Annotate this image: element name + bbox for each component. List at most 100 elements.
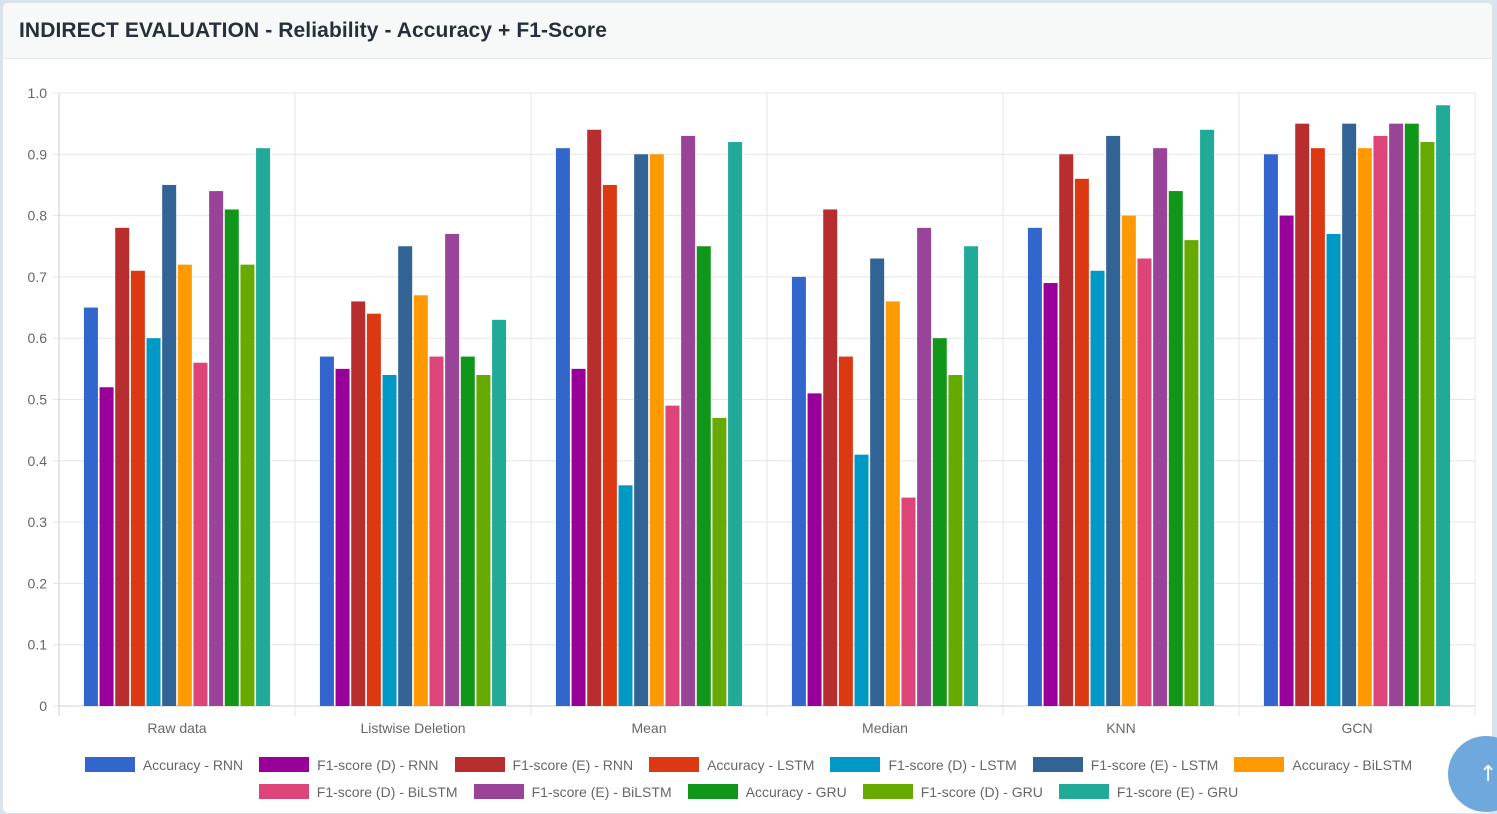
legend-label: Accuracy - RNN (142, 756, 244, 773)
bar (728, 142, 743, 707)
bar (460, 356, 475, 706)
legend-swatch (259, 757, 310, 772)
legend-swatch (1032, 757, 1083, 772)
legend-label: F1-score (D) - GRU (920, 783, 1043, 800)
bar (1420, 142, 1435, 707)
bar (1090, 270, 1105, 706)
legend-item[interactable]: Accuracy - GRU (687, 783, 847, 800)
legend-label: F1-score (E) - RNN (512, 756, 634, 773)
y-tick-label: 0.5 (28, 392, 48, 408)
bar (823, 209, 838, 706)
legend-item[interactable]: Accuracy - LSTM (649, 757, 814, 773)
bar (366, 313, 381, 706)
bar (1295, 123, 1310, 706)
x-tick-label: KNN (1106, 720, 1136, 736)
bar (162, 184, 177, 706)
legend-item[interactable]: F1-score (E) - RNN (454, 756, 634, 773)
y-tick-label: 0.8 (28, 208, 48, 224)
bar (351, 301, 366, 706)
legend-swatch (687, 784, 738, 799)
legend-item[interactable]: F1-score (E) - BiLSTM (473, 784, 672, 800)
bar (1310, 148, 1325, 707)
bar (1121, 215, 1136, 706)
legend-item[interactable]: Accuracy - RNN (84, 756, 244, 773)
legend-swatch (1234, 757, 1285, 772)
legend-item[interactable]: F1-score (D) - BiLSTM (258, 784, 458, 800)
bar (99, 387, 114, 706)
bar (712, 417, 727, 706)
bar (587, 129, 602, 706)
legend-label: Accuracy - GRU (745, 783, 847, 800)
bar (240, 264, 255, 706)
legend-item[interactable]: F1-score (E) - GRU (1058, 783, 1239, 800)
bar (1279, 215, 1294, 706)
bar (256, 148, 271, 707)
bar (948, 374, 963, 706)
bar (476, 374, 491, 706)
bar (964, 246, 979, 706)
legend-label: Accuracy - LSTM (707, 756, 815, 773)
legend-label: Accuracy - BiLSTM (1292, 756, 1413, 773)
bar (146, 338, 161, 706)
legend-label: F1-score (D) - RNN (317, 756, 439, 773)
bar (1373, 135, 1388, 706)
bar (665, 405, 680, 706)
arrow-up-icon: ↑ (1479, 762, 1497, 787)
y-tick-label: 0.3 (28, 514, 48, 530)
legend-item[interactable]: Accuracy - BiLSTM (1234, 757, 1412, 773)
bar (398, 246, 413, 706)
bar (224, 209, 239, 706)
legend-item[interactable]: F1-score (D) - GRU (862, 783, 1043, 800)
bar (1389, 123, 1404, 706)
bar (177, 264, 192, 706)
legend-swatch (862, 784, 913, 799)
bar (1168, 191, 1183, 706)
bar (1027, 227, 1042, 707)
legend-swatch (258, 784, 309, 799)
legend-swatch (473, 784, 524, 799)
bar (1106, 135, 1121, 706)
bar (901, 497, 916, 706)
bar (681, 135, 696, 706)
y-tick-label: 0 (39, 698, 47, 714)
bar (1404, 123, 1419, 706)
legend-label: F1-score (E) - GRU (1116, 783, 1239, 800)
y-tick-label: 0.2 (28, 575, 48, 591)
legend-item[interactable]: F1-score (D) - RNN (259, 756, 439, 773)
x-tick-label: Listwise Deletion (360, 720, 465, 736)
bar (807, 393, 822, 706)
bar (1263, 154, 1278, 707)
bar (885, 301, 900, 706)
legend-swatch (1058, 784, 1109, 799)
x-tick-label: Raw data (147, 720, 206, 736)
bar (870, 258, 885, 706)
bar (917, 227, 932, 707)
legend-label: F1-score (E) - LSTM (1090, 756, 1219, 773)
legend-swatch (454, 757, 505, 772)
bar (335, 368, 350, 706)
card-title: INDIRECT EVALUATION - Reliability - Accu… (19, 18, 607, 42)
y-tick-label: 0.9 (28, 146, 48, 162)
card-header: INDIRECT EVALUATION - Reliability - Accu… (3, 3, 1492, 59)
bar (1200, 129, 1215, 706)
bar (854, 454, 869, 706)
bar (1137, 258, 1152, 706)
x-tick-label: GCN (1341, 720, 1372, 736)
chart-legend: Accuracy - RNN F1-score (D) - RNN F1-score… (3, 751, 1492, 805)
bar (83, 307, 98, 706)
x-tick-label: Mean (631, 720, 666, 736)
bar (429, 356, 444, 706)
y-tick-label: 0.6 (28, 330, 48, 346)
bar (649, 154, 664, 707)
bar (445, 233, 460, 707)
y-tick-label: 0.7 (28, 269, 48, 285)
bar (634, 154, 649, 707)
x-tick-label: Median (862, 720, 908, 736)
bar (413, 295, 428, 706)
bar (932, 338, 947, 706)
y-tick-label: 0.1 (28, 637, 48, 653)
chart-grid (53, 92, 1476, 716)
legend-item[interactable]: F1-score (E) - LSTM (1032, 756, 1219, 773)
legend-label: F1-score (D) - LSTM (888, 756, 1017, 773)
legend-item[interactable]: F1-score (D) - LSTM (830, 756, 1017, 773)
